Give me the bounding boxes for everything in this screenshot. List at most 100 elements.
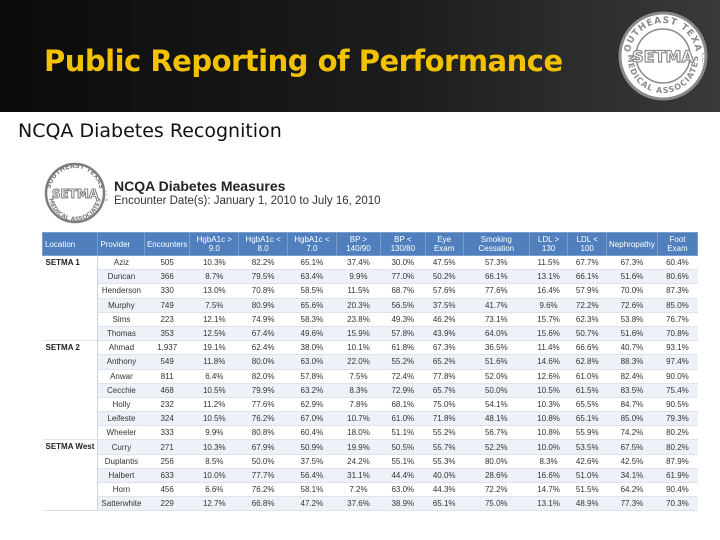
value-cell: 37.4%	[336, 255, 381, 271]
value-cell: 66.8%	[238, 496, 288, 512]
value-cell: 40.0%	[425, 468, 464, 484]
value-cell: 16.4%	[529, 283, 568, 299]
value-cell: 70.8%	[238, 283, 288, 299]
value-cell: 7.8%	[336, 397, 381, 413]
logo-side-text: L.L.P.	[700, 52, 707, 67]
value-cell: 51.1%	[380, 425, 426, 441]
provider-cell: Leifeste	[97, 411, 145, 427]
value-cell: 22.0%	[336, 354, 381, 370]
value-cell: 58.5%	[287, 283, 337, 299]
value-cell: 44.3%	[425, 482, 464, 498]
value-cell: 15.6%	[529, 326, 568, 342]
value-cell: 63.0%	[380, 482, 426, 498]
provider-cell: Sims	[97, 312, 145, 327]
value-cell: 76.2%	[238, 411, 288, 427]
value-cell: 80.0%	[463, 454, 530, 469]
value-cell: 57.6%	[425, 283, 464, 299]
value-cell: 50.0%	[463, 383, 530, 398]
value-cell: 75.4%	[657, 383, 698, 398]
value-cell: 88.3%	[606, 354, 658, 370]
value-cell: 76.7%	[657, 312, 698, 327]
value-cell: 51.6%	[606, 269, 658, 285]
value-cell: 20.3%	[336, 298, 381, 313]
value-cell: 54.1%	[463, 397, 530, 413]
value-cell: 9.9%	[189, 425, 239, 441]
value-cell: 9.9%	[336, 269, 381, 285]
value-cell: 10.3%	[189, 255, 239, 271]
table-row: Duplantis 256 8.5% 50.0% 37.5% 24.2% 55.1% 55.3…	[43, 454, 698, 469]
value-cell: 468	[144, 383, 190, 398]
table-row: Henderson 330 13.0% 70.8% 58.5% 11.5% 68.7% 57.…	[43, 283, 698, 299]
value-cell: 15.7%	[529, 312, 568, 327]
value-cell: 56.4%	[287, 468, 337, 484]
value-cell: 64.2%	[606, 482, 658, 498]
value-cell: 57.3%	[463, 255, 530, 271]
value-cell: 223	[144, 312, 190, 327]
value-cell: 82.2%	[238, 255, 288, 271]
value-cell: 30.0%	[380, 255, 426, 271]
value-cell: 11.8%	[189, 354, 239, 370]
value-cell: 7.2%	[336, 482, 381, 498]
value-cell: 80.6%	[657, 269, 698, 285]
measures-table: Location Provider Encounters HgbA1c > 9.…	[41, 232, 699, 512]
provider-cell: Anthony	[97, 354, 145, 370]
value-cell: 72.2%	[463, 482, 530, 498]
value-cell: 64.0%	[463, 326, 530, 342]
table-row: Wheeler 333 9.9% 80.8% 60.4% 18.0% 51.1% 55.2% 5…	[43, 425, 698, 441]
value-cell: 66.1%	[463, 269, 530, 285]
value-cell: 19.1%	[189, 340, 239, 356]
value-cell: 56.7%	[463, 425, 530, 441]
value-cell: 82.0%	[238, 369, 288, 384]
value-cell: 83.5%	[606, 383, 658, 398]
value-cell: 37.5%	[287, 454, 337, 469]
col-bp-gt-140: BP > 140/90	[335, 232, 382, 256]
value-cell: 50.0%	[238, 454, 288, 469]
provider-cell: Satterwhite	[97, 496, 145, 512]
col-hgba1c-lt-8: HgbA1c < 8.0	[238, 232, 288, 256]
report-panel: SOUTHEAST TEXAS MEDICAL ASSOCIATES SETMA…	[38, 160, 700, 530]
value-cell: 60.4%	[287, 425, 337, 441]
col-ldl-lt-100: LDL < 100	[567, 232, 608, 256]
provider-cell: Wheeler	[97, 425, 145, 441]
value-cell: 72.9%	[380, 383, 426, 398]
col-ldl-gt-130: LDL > 130	[528, 232, 569, 256]
value-cell: 53.5%	[567, 439, 607, 455]
value-cell: 271	[144, 439, 190, 455]
value-cell: 77.7%	[238, 468, 288, 484]
value-cell: 65.1%	[567, 411, 607, 427]
value-cell: 11.4%	[529, 340, 568, 356]
value-cell: 73.1%	[463, 312, 530, 327]
value-cell: 61.0%	[380, 411, 426, 427]
location-cell: SETMA 1	[42, 255, 99, 342]
value-cell: 43.9%	[425, 326, 464, 342]
value-cell: 19.9%	[336, 439, 381, 455]
logo-center-text: SETMA	[632, 47, 694, 66]
value-cell: 9.6%	[529, 298, 568, 313]
value-cell: 65.1%	[287, 255, 337, 271]
value-cell: 12.6%	[529, 369, 568, 384]
value-cell: 10.0%	[529, 439, 568, 455]
value-cell: 75.0%	[425, 397, 464, 413]
value-cell: 37.6%	[336, 496, 381, 512]
value-cell: 80.0%	[238, 354, 288, 370]
value-cell: 70.3%	[657, 496, 698, 512]
provider-cell: Duncan	[97, 269, 145, 285]
location-cell: SETMA 2	[42, 340, 99, 441]
value-cell: 353	[144, 326, 190, 342]
provider-cell: Curry	[97, 439, 145, 455]
value-cell: 52.0%	[463, 369, 530, 384]
value-cell: 549	[144, 354, 190, 370]
value-cell: 72.4%	[380, 369, 426, 384]
value-cell: 44.4%	[380, 468, 426, 484]
value-cell: 633	[144, 468, 190, 484]
value-cell: 41.7%	[463, 298, 530, 313]
value-cell: 65.7%	[425, 383, 464, 398]
value-cell: 84.7%	[606, 397, 658, 413]
value-cell: 8.3%	[529, 454, 568, 469]
value-cell: 63.2%	[287, 383, 337, 398]
value-cell: 55.9%	[567, 425, 607, 441]
value-cell: 6.6%	[189, 482, 239, 498]
value-cell: 80.2%	[657, 439, 698, 455]
value-cell: 37.5%	[425, 298, 464, 313]
value-cell: 75.0%	[463, 496, 530, 512]
